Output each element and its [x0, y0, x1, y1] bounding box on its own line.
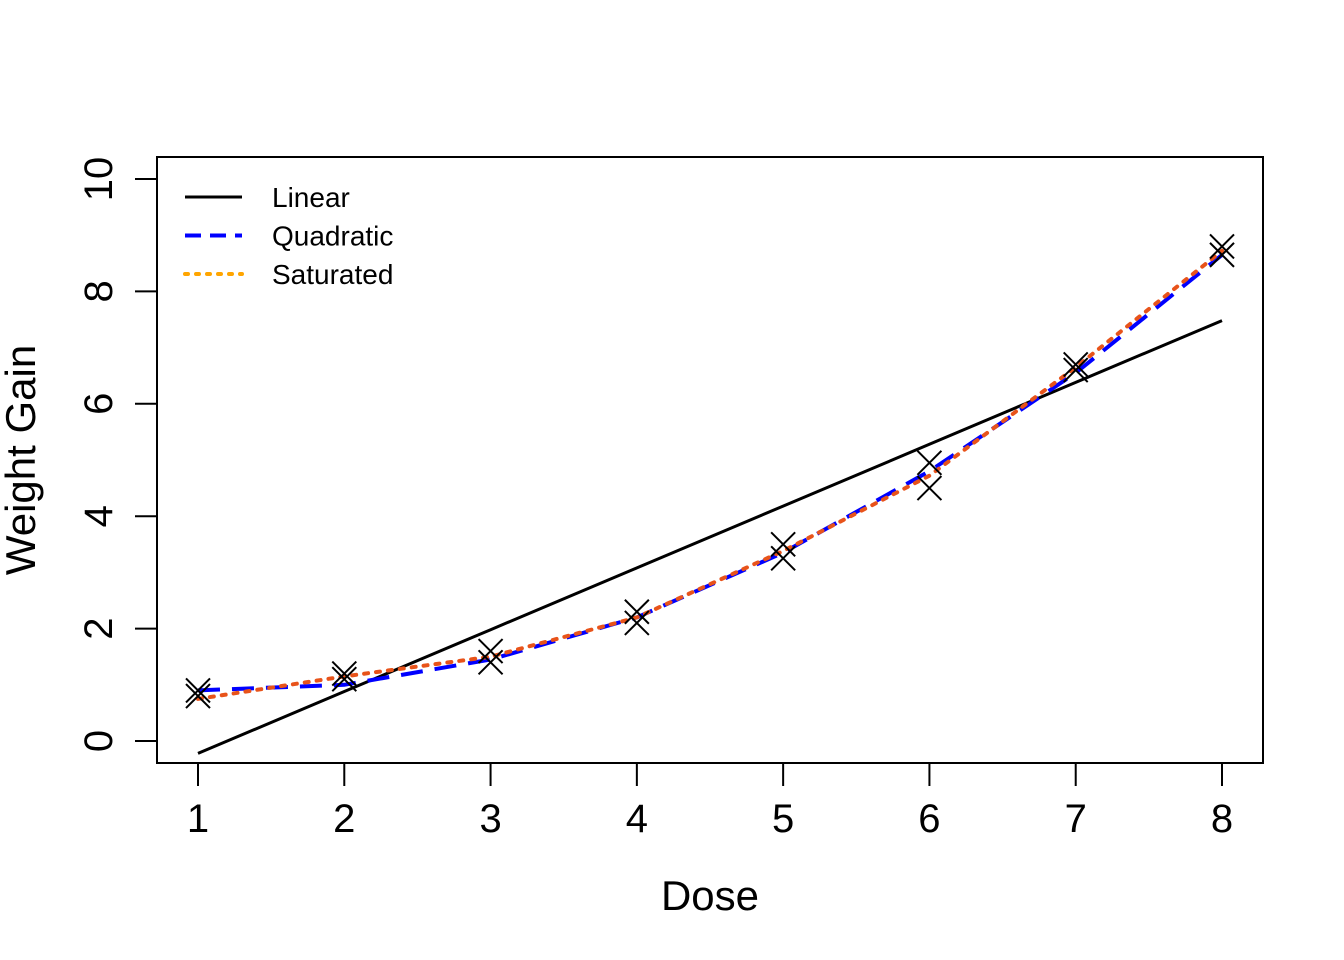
- y-tick-label: 8: [77, 280, 121, 302]
- y-tick-label: 10: [77, 157, 121, 202]
- y-tick-label: 0: [77, 730, 121, 752]
- data-point: [1063, 351, 1089, 378]
- y-tick-label: 6: [77, 393, 121, 415]
- series-line-saturated: [196, 248, 1224, 701]
- data-point: [185, 683, 211, 709]
- data-point: [624, 599, 650, 625]
- fit-lines: [196, 248, 1224, 755]
- x-tick-label: 3: [479, 797, 501, 841]
- x-tick-label: 6: [918, 797, 940, 841]
- x-tick-label: 7: [1065, 797, 1087, 841]
- y-tick-label: 4: [77, 505, 121, 527]
- axes: 1 2 3 4 5 6 7 8 0 2 4 6 8 10: [77, 157, 1233, 841]
- data-point: [477, 649, 504, 676]
- x-tick-label: 5: [772, 797, 794, 841]
- legend-label: Saturated: [272, 259, 393, 290]
- x-tick-label: 1: [187, 797, 209, 841]
- data-point: [1209, 242, 1235, 268]
- x-tick-label: 8: [1211, 797, 1233, 841]
- legend-label: Quadratic: [272, 221, 393, 252]
- observation-points: [185, 233, 1235, 709]
- series-line-quadratic: [197, 253, 1224, 693]
- data-point: [1209, 233, 1235, 260]
- legend-label: Linear: [272, 182, 350, 213]
- data-point: [185, 677, 211, 704]
- data-point: [916, 475, 943, 501]
- legend-item-linear: Linear: [185, 182, 350, 213]
- data-point: [477, 638, 504, 664]
- data-point: [331, 660, 357, 687]
- data-point: [624, 610, 650, 636]
- legend-item-quadratic: Quadratic: [185, 221, 393, 252]
- data-point: [331, 666, 357, 692]
- data-point: [770, 545, 796, 572]
- data-point: [770, 531, 796, 558]
- data-point: [916, 450, 943, 476]
- data-point: [1063, 357, 1089, 383]
- x-axis-title: Dose: [661, 872, 759, 919]
- series-line-linear: [197, 319, 1223, 755]
- x-tick-label: 2: [333, 797, 355, 841]
- legend: Linear Quadratic Saturated: [183, 182, 393, 290]
- legend-item-saturated: Saturated: [183, 259, 393, 290]
- y-tick-label: 2: [77, 617, 121, 639]
- y-axis-title: Weight Gain: [0, 345, 44, 575]
- x-tick-label: 4: [626, 797, 648, 841]
